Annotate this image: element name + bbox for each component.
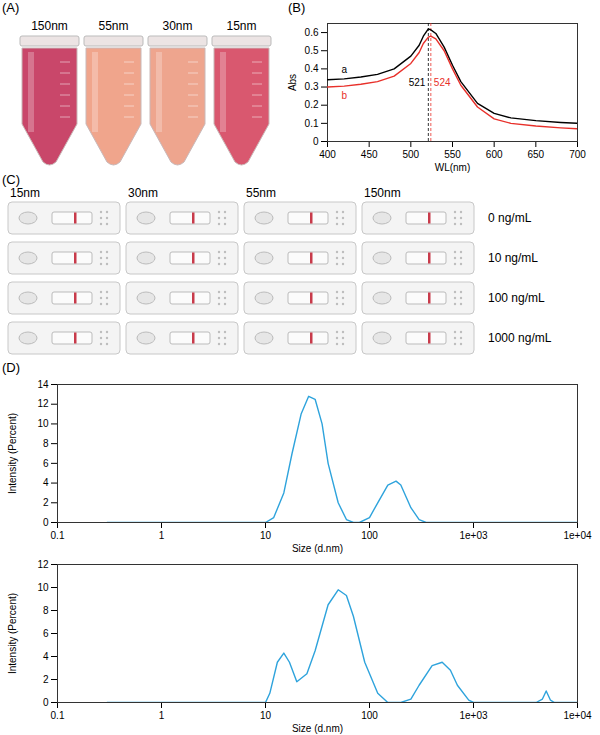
svg-text:1e+03: 1e+03 bbox=[459, 530, 488, 541]
svg-text:650: 650 bbox=[527, 149, 544, 160]
svg-text:0.2: 0.2 bbox=[305, 99, 319, 110]
svg-text:400: 400 bbox=[319, 149, 336, 160]
svg-text:6: 6 bbox=[43, 458, 49, 469]
svg-text:100: 100 bbox=[361, 710, 378, 721]
html-text:(B): (B) bbox=[288, 0, 306, 15]
svg-text:8: 8 bbox=[43, 605, 49, 616]
svg-text:0.4: 0.4 bbox=[305, 63, 319, 74]
svg-text:55nm: 55nm bbox=[246, 186, 276, 200]
svg-text:0.1: 0.1 bbox=[51, 710, 65, 721]
svg-text:0.1: 0.1 bbox=[305, 118, 319, 129]
svg-text:0.5: 0.5 bbox=[305, 45, 319, 56]
svg-text:10: 10 bbox=[37, 418, 49, 429]
svg-text:12: 12 bbox=[37, 398, 49, 409]
svg-text:600: 600 bbox=[486, 149, 503, 160]
svg-text:521: 521 bbox=[409, 77, 426, 88]
svg-text:2: 2 bbox=[43, 674, 49, 685]
svg-text:WL(nm): WL(nm) bbox=[435, 162, 471, 173]
html-text:(D): (D) bbox=[2, 360, 20, 375]
svg-text:500: 500 bbox=[402, 149, 419, 160]
svg-text:150nm: 150nm bbox=[364, 186, 401, 200]
svg-text:0: 0 bbox=[43, 517, 49, 528]
svg-text:100: 100 bbox=[361, 530, 378, 541]
svg-text:1: 1 bbox=[159, 710, 165, 721]
svg-text:Intensity (Percent): Intensity (Percent) bbox=[7, 593, 18, 674]
svg-text:524: 524 bbox=[434, 77, 451, 88]
svg-text:1e+03: 1e+03 bbox=[459, 710, 488, 721]
svg-text:1e+04: 1e+04 bbox=[563, 530, 592, 541]
svg-text:0.3: 0.3 bbox=[305, 81, 319, 92]
svg-text:1e+04: 1e+04 bbox=[563, 710, 592, 721]
svg-text:30nm: 30nm bbox=[128, 186, 158, 200]
svg-text:4: 4 bbox=[43, 651, 49, 662]
svg-text:Size (d.nm): Size (d.nm) bbox=[292, 543, 343, 554]
svg-text:4: 4 bbox=[43, 477, 49, 488]
svg-text:a: a bbox=[341, 64, 347, 75]
svg-text:700: 700 bbox=[569, 149, 586, 160]
svg-text:150nm: 150nm bbox=[31, 19, 68, 33]
svg-text:550: 550 bbox=[444, 149, 461, 160]
svg-text:14: 14 bbox=[37, 379, 49, 390]
svg-text:10 ng/mL: 10 ng/mL bbox=[488, 251, 538, 265]
svg-text:15nm: 15nm bbox=[10, 186, 40, 200]
svg-text:100 ng/mL: 100 ng/mL bbox=[488, 291, 545, 305]
svg-text:30nm: 30nm bbox=[162, 19, 192, 33]
svg-text:2: 2 bbox=[43, 497, 49, 508]
svg-text:10: 10 bbox=[37, 582, 49, 593]
svg-text:15nm: 15nm bbox=[226, 19, 256, 33]
svg-text:12: 12 bbox=[37, 559, 49, 570]
svg-text:1: 1 bbox=[159, 530, 165, 541]
svg-text:Intensity (Percent): Intensity (Percent) bbox=[7, 413, 18, 494]
svg-text:0: 0 bbox=[43, 697, 49, 708]
svg-text:b: b bbox=[341, 90, 347, 101]
svg-text:55nm: 55nm bbox=[98, 19, 128, 33]
svg-text:Abs: Abs bbox=[287, 74, 298, 91]
svg-text:0.6: 0.6 bbox=[305, 27, 319, 38]
svg-text:8: 8 bbox=[43, 438, 49, 449]
html-text:(A): (A) bbox=[2, 0, 20, 15]
svg-text:10: 10 bbox=[260, 710, 272, 721]
svg-text:10: 10 bbox=[260, 530, 272, 541]
svg-text:450: 450 bbox=[361, 149, 378, 160]
svg-text:0: 0 bbox=[313, 136, 319, 147]
svg-text:1000 ng/mL: 1000 ng/mL bbox=[488, 331, 552, 345]
svg-text:6: 6 bbox=[43, 628, 49, 639]
svg-text:0 ng/mL: 0 ng/mL bbox=[488, 211, 532, 225]
svg-text:0.1: 0.1 bbox=[51, 530, 65, 541]
svg-text:Size (d.nm): Size (d.nm) bbox=[292, 723, 343, 734]
html-text:(C): (C) bbox=[2, 172, 20, 187]
